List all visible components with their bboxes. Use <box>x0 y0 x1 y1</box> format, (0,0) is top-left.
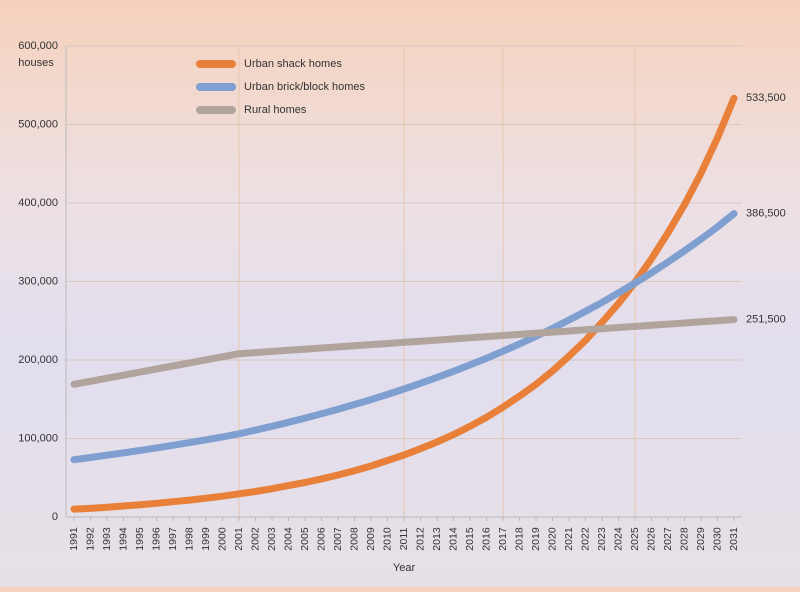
x-tick-label: 2029 <box>695 527 707 551</box>
x-tick-label: 2019 <box>530 527 542 551</box>
x-tick-label: 2018 <box>513 527 525 551</box>
x-tick-label: 1994 <box>117 527 129 551</box>
x-tick-label: 1993 <box>101 527 113 551</box>
x-tick-label: 1996 <box>150 527 162 551</box>
x-tick-label: 2004 <box>282 527 294 551</box>
x-tick-label: 2025 <box>629 527 641 551</box>
x-tick-label: 1997 <box>167 527 179 551</box>
y-tick-label: 600,000 <box>18 40 58 52</box>
legend-label: Urban shack homes <box>244 58 342 70</box>
series-line <box>70 94 738 513</box>
x-tick-label: 2009 <box>365 527 377 551</box>
data-label: 533,500 <box>746 92 786 104</box>
x-tick-label: 2002 <box>249 527 261 551</box>
x-tick-label: 2012 <box>414 527 426 551</box>
x-tick-label: 2016 <box>480 527 492 551</box>
x-tick-label: 2021 <box>563 527 575 551</box>
y-axis-label: houses <box>18 57 54 69</box>
legend-label: Rural homes <box>244 104 307 116</box>
x-tick-label: 2005 <box>299 527 311 551</box>
data-label: 386,500 <box>746 208 786 220</box>
x-tick-label: 2020 <box>546 527 558 551</box>
y-tick-label: 500,000 <box>18 118 58 130</box>
x-tick-label: 2031 <box>728 527 740 551</box>
x-tick-label: 2015 <box>464 527 476 551</box>
data-label: 251,500 <box>746 313 786 325</box>
y-tick-label: 0 <box>52 511 58 523</box>
x-tick-label: 1998 <box>183 527 195 551</box>
x-tick-label: 2006 <box>315 527 327 551</box>
series-line <box>70 316 738 388</box>
x-tick-label: 2013 <box>431 527 443 551</box>
x-tick-label: 2011 <box>398 528 410 551</box>
x-tick-label: 2001 <box>233 527 245 551</box>
x-tick-label: 2014 <box>447 527 459 551</box>
x-tick-label: 2017 <box>497 527 509 551</box>
y-tick-label: 300,000 <box>18 275 58 287</box>
x-tick-label: 2007 <box>332 527 344 551</box>
x-tick-label: 1995 <box>134 527 146 551</box>
x-tick-label: 2027 <box>662 527 674 551</box>
legend-label: Urban brick/block homes <box>244 81 366 93</box>
x-tick-label: 1999 <box>200 527 212 551</box>
x-tick-label: 2026 <box>645 527 657 551</box>
x-tick-label: 2024 <box>612 527 624 551</box>
y-tick-label: 200,000 <box>18 354 58 366</box>
x-tick-label: 2000 <box>216 527 228 551</box>
x-tick-label: 2003 <box>266 527 278 551</box>
x-tick-label: 2010 <box>381 527 393 551</box>
x-axis-label: Year <box>393 562 416 574</box>
y-tick-label: 100,000 <box>18 432 58 444</box>
x-tick-label: 1992 <box>84 527 96 551</box>
x-tick-label: 2022 <box>579 527 591 551</box>
x-tick-label: 2030 <box>711 527 723 551</box>
series-line <box>70 210 738 464</box>
x-tick-label: 1991 <box>68 527 80 551</box>
x-tick-label: 2023 <box>596 527 608 551</box>
y-tick-label: 400,000 <box>18 197 58 209</box>
x-tick-label: 2008 <box>348 527 360 551</box>
x-tick-label: 2028 <box>678 527 690 551</box>
